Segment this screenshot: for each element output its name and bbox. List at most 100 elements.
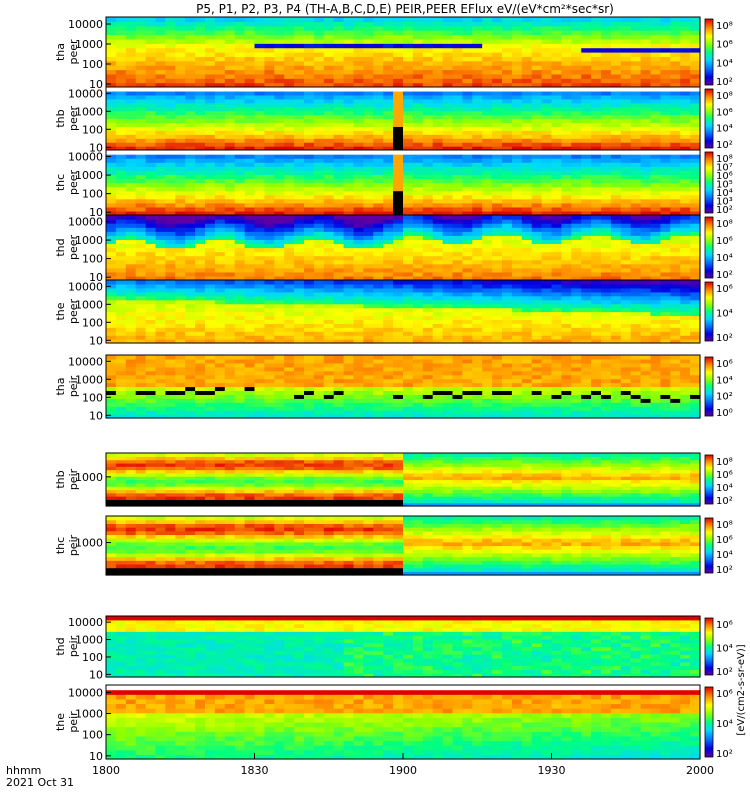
heatmap-cell bbox=[610, 307, 622, 313]
heatmap-cell bbox=[521, 280, 533, 285]
heatmap-cell bbox=[601, 311, 612, 317]
heatmap-cell bbox=[165, 210, 176, 216]
heatmap-cell bbox=[452, 202, 463, 208]
heatmap-cell bbox=[195, 21, 206, 27]
heatmap-cell bbox=[155, 227, 166, 232]
colorbar-tick-label: 10² bbox=[716, 205, 733, 216]
heatmap-cell bbox=[373, 247, 384, 253]
heatmap-cell bbox=[254, 271, 265, 277]
heatmap-cell bbox=[472, 130, 483, 135]
heatmap-cell bbox=[185, 56, 196, 62]
heatmap-cell bbox=[195, 335, 206, 340]
heatmap-cell bbox=[412, 223, 424, 228]
heatmap-cell bbox=[214, 106, 226, 112]
heatmap-cell bbox=[284, 327, 295, 332]
heatmap-cell bbox=[492, 60, 503, 66]
heatmap-cell bbox=[363, 223, 374, 228]
heatmap-cell bbox=[591, 331, 602, 336]
heatmap-cell bbox=[551, 182, 562, 188]
heatmap-cell bbox=[304, 194, 315, 200]
heatmap-cell bbox=[323, 73, 335, 79]
heatmap-cell bbox=[531, 247, 543, 253]
heatmap-cell bbox=[591, 146, 602, 151]
heatmap-cell bbox=[660, 130, 671, 135]
heatmap-cell bbox=[264, 47, 275, 53]
heatmap-cell bbox=[541, 275, 553, 281]
heatmap-cell bbox=[670, 206, 681, 212]
heatmap-cell bbox=[492, 323, 503, 328]
heatmap-cell bbox=[690, 30, 701, 36]
heatmap-cell bbox=[373, 259, 384, 265]
heatmap-cell bbox=[422, 126, 434, 131]
heatmap-cell bbox=[660, 142, 671, 147]
heatmap-cell bbox=[195, 69, 206, 75]
heatmap-cell bbox=[185, 102, 196, 108]
heatmap-cell bbox=[224, 319, 236, 324]
heatmap-cell bbox=[502, 280, 513, 285]
heatmap-cell bbox=[343, 190, 355, 196]
heatmap-cell bbox=[452, 299, 463, 305]
y-axis-label-product: peer bbox=[67, 299, 80, 325]
heatmap-cell bbox=[462, 327, 473, 332]
heatmap-cell bbox=[185, 98, 196, 104]
heatmap-cell bbox=[630, 170, 642, 175]
heatmap-cell bbox=[601, 303, 612, 309]
heatmap-cell bbox=[601, 327, 612, 332]
heatmap-cell bbox=[294, 170, 305, 175]
heatmap-cell bbox=[135, 227, 147, 232]
heatmap-cell bbox=[670, 311, 681, 317]
heatmap-cell bbox=[412, 102, 424, 108]
heatmap-cell bbox=[422, 154, 434, 159]
heatmap-cell bbox=[462, 219, 473, 224]
heatmap-cell bbox=[145, 126, 157, 131]
heatmap-cell bbox=[541, 110, 553, 116]
heatmap-cell bbox=[403, 335, 414, 340]
heatmap-cell bbox=[680, 339, 691, 344]
heatmap-cell bbox=[482, 110, 493, 116]
heatmap-cell bbox=[284, 206, 295, 212]
heatmap-cell bbox=[541, 162, 553, 167]
heatmap-cell bbox=[244, 283, 256, 289]
heatmap-cell bbox=[571, 94, 582, 100]
heatmap-cell bbox=[690, 227, 701, 232]
heatmap-cell bbox=[195, 138, 206, 143]
heatmap-cell bbox=[145, 142, 157, 147]
heatmap-cell bbox=[640, 327, 652, 332]
heatmap-cell bbox=[670, 339, 681, 344]
heatmap-cell bbox=[125, 307, 137, 313]
heatmap-cell bbox=[620, 56, 632, 62]
heatmap-cell bbox=[690, 319, 701, 324]
heatmap-cell bbox=[561, 283, 572, 289]
heatmap-cell bbox=[422, 114, 434, 120]
heatmap-cell bbox=[353, 162, 364, 167]
heatmap-cell bbox=[284, 335, 295, 340]
heatmap-cell bbox=[383, 263, 394, 269]
heatmap-cell bbox=[462, 130, 473, 135]
heatmap-cell bbox=[412, 158, 424, 163]
heatmap-cell bbox=[472, 186, 483, 192]
heatmap-cell bbox=[363, 251, 374, 257]
heatmap-cell bbox=[254, 263, 265, 269]
heatmap-cell bbox=[680, 198, 691, 204]
heatmap-cell bbox=[244, 130, 256, 135]
heatmap-cell bbox=[670, 194, 681, 200]
heatmap-cell bbox=[284, 69, 295, 75]
heatmap-cell bbox=[502, 106, 513, 112]
heatmap-cell bbox=[551, 134, 562, 139]
heatmap-cell bbox=[343, 291, 355, 297]
heatmap-cell bbox=[175, 38, 186, 44]
heatmap-cell bbox=[294, 287, 305, 293]
heatmap-cell bbox=[492, 56, 503, 62]
heatmap-cell bbox=[214, 287, 226, 293]
heatmap-cell bbox=[521, 251, 533, 257]
heatmap-cell bbox=[502, 239, 513, 245]
y-axis-label-product: peer bbox=[67, 235, 80, 261]
heatmap-cell bbox=[581, 339, 592, 344]
heatmap-cell bbox=[502, 291, 513, 297]
heatmap-cell bbox=[383, 311, 394, 317]
heatmap-cell bbox=[135, 158, 147, 163]
heatmap-cell bbox=[313, 154, 325, 159]
heatmap-cell bbox=[561, 295, 572, 301]
heatmap-cell bbox=[205, 255, 216, 261]
heatmap-cell bbox=[373, 94, 384, 100]
